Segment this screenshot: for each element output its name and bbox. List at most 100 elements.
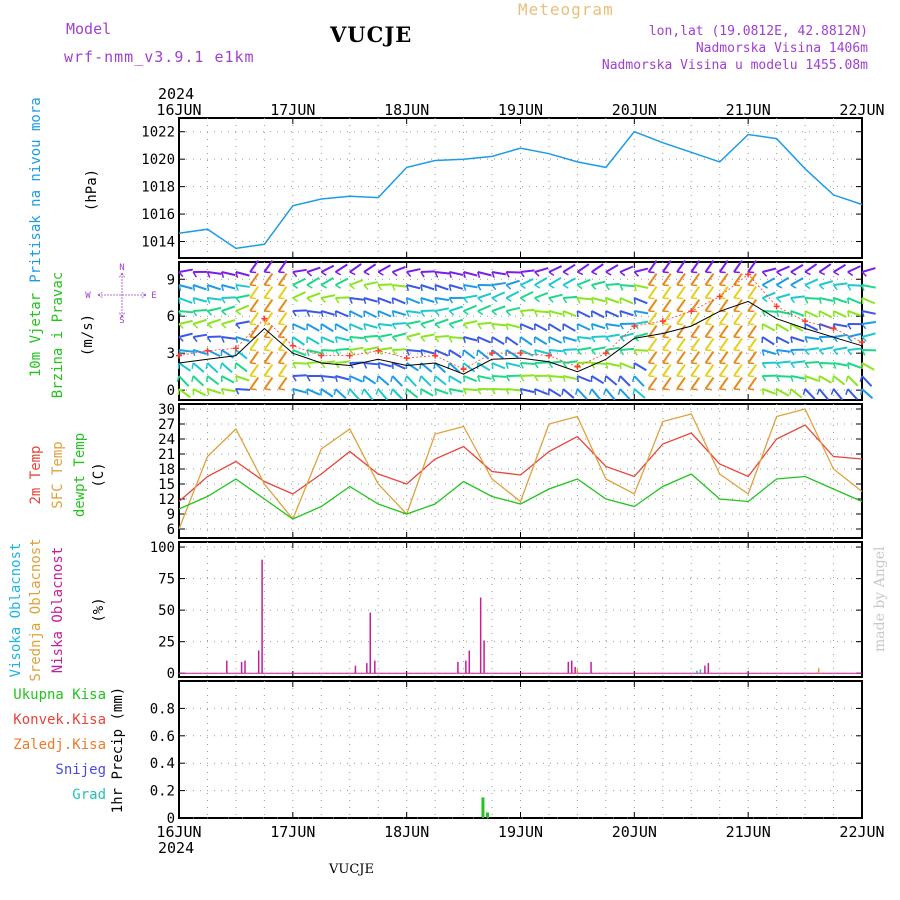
x-tick-label-top: 16JUN <box>156 101 201 119</box>
wind-barb-flag <box>178 336 184 342</box>
wind-barb-flag <box>605 284 610 291</box>
wind-barb-flag <box>818 323 822 331</box>
wind-barb <box>321 375 336 379</box>
wind-barb <box>207 335 222 338</box>
wind-barb <box>847 375 859 387</box>
wind-barb <box>192 362 205 373</box>
wind-barb <box>718 324 729 338</box>
wind-barb-flag <box>206 336 212 343</box>
wind-barb-flag <box>320 297 326 303</box>
wind-barb-flag <box>776 297 782 303</box>
wind-barb-flag <box>705 323 712 326</box>
wind-barb-flag <box>804 375 807 383</box>
wind-barb-flag <box>676 310 684 313</box>
wind-barb-flag <box>178 310 183 317</box>
wind-barb <box>363 281 378 286</box>
wind-barb-flag <box>691 336 698 339</box>
wind-barb <box>263 272 274 286</box>
x-tick-label-top: 19JUN <box>498 101 543 119</box>
wind-barb-flag <box>733 375 740 378</box>
wind-barb-flag <box>577 271 584 276</box>
wind-barb-flag <box>391 349 397 356</box>
wind-barb-flag <box>235 297 241 303</box>
wind-barb-flag <box>250 271 257 274</box>
wind-barb <box>647 376 658 390</box>
wind-barb <box>548 388 562 398</box>
wind-barb-flag <box>250 375 257 378</box>
wind-barb <box>718 363 729 377</box>
wind-barb-flag <box>192 284 196 292</box>
wind-barb <box>733 350 743 364</box>
wind-barb <box>633 297 648 305</box>
wind-barb-flag <box>375 388 379 395</box>
wind-barb <box>178 284 193 290</box>
wind-barb-flag <box>619 271 626 277</box>
wind-barb <box>449 388 464 393</box>
wind-barb-flag <box>847 323 852 330</box>
wind-barb <box>676 298 686 312</box>
wind-barb-flag <box>206 271 211 278</box>
wind-barb-flag <box>391 284 396 291</box>
wind-barb-flag <box>662 349 669 352</box>
wind-barb-flag <box>434 271 439 278</box>
wind-barb-flag <box>433 375 436 383</box>
wind-barb-flag <box>519 271 525 278</box>
wind-barb-flag <box>206 297 211 304</box>
wind-barb <box>406 388 419 399</box>
wind-barb-flag <box>448 336 453 343</box>
wind-barb-flag <box>264 362 271 365</box>
wind-barb <box>263 376 274 390</box>
wind-barb-flag <box>561 388 564 396</box>
wind-barb <box>548 265 563 273</box>
wind-barb-flag <box>648 388 655 391</box>
wind-barb-flag <box>433 362 436 370</box>
wind-barb <box>704 298 715 312</box>
wind-barb <box>420 270 435 273</box>
wind-barb-field <box>176 259 877 401</box>
wind-barb-flag <box>462 336 466 343</box>
wind-barb <box>277 376 288 390</box>
wind-barb-flag <box>691 375 698 378</box>
wind-barb-flag <box>748 310 755 313</box>
wind-barb <box>519 336 533 346</box>
wind-gust-marker <box>602 350 609 357</box>
wind-barb-flag <box>662 284 669 287</box>
wind-barb <box>832 375 846 386</box>
wind-barb <box>676 363 686 377</box>
wind-barb <box>776 276 790 286</box>
wind-barb <box>733 363 743 377</box>
wind-barb-flag <box>534 349 538 356</box>
wind-barb-flag <box>548 271 555 277</box>
wind-barb <box>704 324 715 338</box>
wind-barb-flag <box>477 388 482 395</box>
wind-barb <box>861 388 874 400</box>
wind-barb <box>534 310 549 314</box>
wind-barb-flag <box>648 375 655 378</box>
wind-barb <box>661 311 672 325</box>
wind-barb-flag <box>705 310 712 313</box>
y-tick-label: 6 <box>167 309 175 325</box>
wind-barb <box>619 265 634 273</box>
wind-barb-flag <box>192 323 199 329</box>
wind-barb <box>235 375 250 382</box>
wind-barb-flag <box>633 310 638 317</box>
wind-barb <box>306 349 321 354</box>
wind-barb <box>221 319 236 325</box>
wind-barb <box>363 297 378 303</box>
compass-arrows <box>97 272 147 318</box>
wind-barb <box>804 375 819 382</box>
wind-barb <box>747 259 758 273</box>
x-tick-label-top: 20JUN <box>612 101 657 119</box>
wind-barb <box>605 310 620 318</box>
wind-barb-flag <box>405 388 408 396</box>
wind-barb-flag <box>477 271 481 278</box>
wind-barb <box>505 279 520 286</box>
wind-barb <box>477 292 492 299</box>
wind-barb <box>647 324 658 338</box>
wind-barb-flag <box>250 349 257 352</box>
wind-barb <box>235 349 248 360</box>
wind-barb-flag <box>519 310 525 317</box>
wind-barb <box>805 361 820 364</box>
wind-barb <box>434 349 449 357</box>
wind-barb-flag <box>804 349 810 356</box>
